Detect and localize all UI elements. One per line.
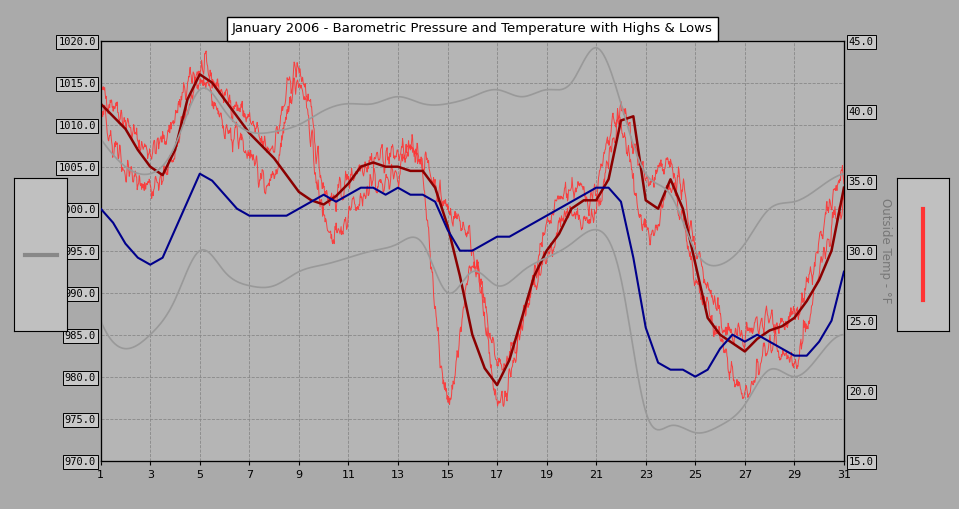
Title: January 2006 - Barometric Pressure and Temperature with Highs & Lows: January 2006 - Barometric Pressure and T… <box>232 22 713 36</box>
Y-axis label: Barometer - mb: Barometer - mb <box>39 204 53 298</box>
Y-axis label: Outside Temp - °F: Outside Temp - °F <box>879 198 892 303</box>
